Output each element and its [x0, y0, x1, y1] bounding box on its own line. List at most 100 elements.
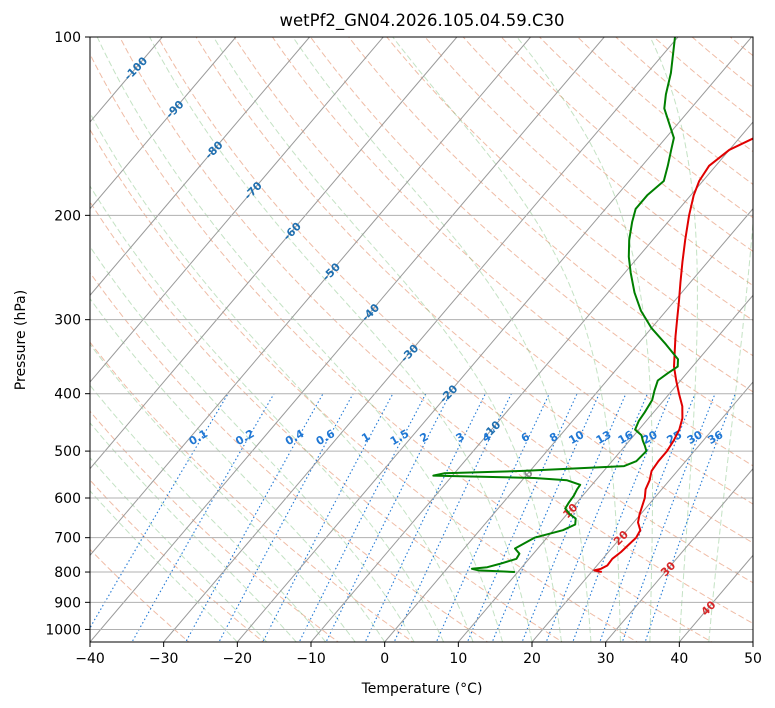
dry-adiabat	[90, 341, 414, 642]
y-tick-label: 200	[54, 208, 81, 224]
y-tick-label: 400	[54, 387, 81, 403]
mixing-ratio-label: 1.5	[388, 427, 411, 448]
dewpoint-profile	[432, 37, 679, 573]
y-tick-label: 100	[54, 30, 81, 46]
y-tick-label: 500	[54, 444, 81, 460]
dry-adiabat	[195, 37, 753, 544]
y-tick-label: 600	[54, 491, 81, 507]
mixing-ratio-label: 0.2	[233, 427, 256, 448]
dry-adiabat	[538, 37, 753, 219]
mixing-ratio-label: 36	[706, 428, 726, 447]
moist-adiabat	[90, 112, 474, 642]
dry-adiabat	[729, 37, 753, 57]
moist-adiabat	[90, 490, 238, 642]
isotherm-label: -100	[122, 54, 151, 83]
x-axis-title: Temperature (°C)	[361, 681, 483, 697]
dry-adiabat	[691, 37, 753, 88]
mixing-ratio-label: 16	[616, 428, 636, 447]
moist-adiabat	[90, 384, 327, 642]
x-tick-label: 0	[380, 651, 389, 667]
mixing-ratio-line	[491, 393, 600, 642]
y-tick-label: 900	[54, 595, 81, 611]
y-tick-label: 800	[54, 565, 81, 581]
isotherm-line	[678, 554, 753, 642]
isotherm-line	[90, 37, 458, 470]
mixing-ratio-label: 2	[418, 430, 431, 445]
dry-adiabat	[615, 37, 753, 153]
x-tick-label: 40	[670, 651, 688, 667]
x-tick-label: 50	[744, 651, 762, 667]
moist-adiabat	[649, 37, 698, 642]
isotherm-line	[531, 381, 753, 642]
isotherms	[90, 37, 753, 642]
chart-title: wetPf2_GN04.2026.105.04.59.C30	[280, 11, 565, 31]
x-tick-label: 20	[523, 651, 541, 667]
mixing-ratio-line	[572, 393, 672, 642]
moist-adiabat	[708, 216, 753, 642]
temperature-profile	[593, 137, 753, 573]
isotherm-line	[752, 641, 753, 642]
mixing-ratio-line	[185, 393, 324, 642]
mixing-ratio-line	[131, 393, 275, 642]
isotherm-line	[163, 37, 679, 642]
isotherm-line	[236, 37, 752, 642]
x-tick-label: −40	[75, 651, 105, 667]
isotherm-line	[310, 121, 753, 642]
moist-adiabat	[90, 457, 268, 642]
mixing-ratio-label: 30	[685, 428, 705, 447]
x-tick-label: 30	[597, 651, 615, 667]
mixing-ratio-line	[364, 393, 486, 642]
isotherm-line	[90, 37, 384, 383]
y-axis-title: Pressure (hPa)	[13, 290, 29, 390]
moist-adiabat	[96, 37, 503, 642]
y-axis: 100 200 300 400 500 600 700 800 900 1000	[45, 30, 90, 638]
dry-adiabat	[271, 37, 753, 467]
moist-adiabat	[213, 37, 562, 642]
x-tick-label: 10	[449, 651, 467, 667]
mixing-ratio-line	[218, 393, 354, 642]
dry-adiabat	[462, 37, 753, 287]
mixing-ratio-label: 3	[454, 430, 467, 445]
moist-adiabat	[516, 37, 653, 642]
dry-adiabat	[653, 37, 753, 120]
mixing-ratio-label: 0.6	[314, 427, 338, 448]
isotherm-line	[384, 207, 753, 642]
y-tick-label: 300	[54, 313, 81, 329]
moist-adiabat	[90, 245, 415, 642]
series-layer	[432, 37, 753, 573]
isotherm-line	[90, 37, 531, 557]
dry-adiabat	[233, 37, 753, 505]
mixing-ratio-label: 10	[567, 428, 587, 447]
moist-adiabat	[392, 37, 621, 642]
moist-adiabat	[90, 422, 297, 642]
dry-adiabat	[309, 37, 753, 430]
moist-adiabat	[90, 343, 356, 642]
moist-adiabats	[90, 37, 753, 642]
plot-frame	[89, 36, 754, 643]
mixing-ratio-line	[262, 393, 394, 642]
mixing-ratio-line	[545, 393, 649, 642]
mixing-ratio-line	[599, 393, 696, 642]
y-tick-label: 1000	[45, 622, 81, 638]
x-tick-label: −10	[296, 651, 326, 667]
x-tick-label: −20	[223, 651, 253, 667]
isotherm-line	[90, 37, 605, 642]
mixing-ratio-label: 1	[359, 430, 372, 445]
y-tick-label: 700	[54, 531, 81, 547]
dry-adiabat	[576, 37, 753, 185]
dry-adiabat	[157, 37, 753, 584]
mixing-ratio-label: 13	[594, 428, 614, 447]
dry-adiabat	[90, 410, 340, 642]
dry-adiabat	[90, 271, 489, 642]
isotherm-line	[457, 294, 753, 642]
mixing-ratio-line	[644, 393, 736, 642]
dry-adiabat	[348, 37, 753, 393]
dry-adiabat	[752, 24, 775, 645]
isotherm-line	[90, 37, 310, 297]
x-axis: −40 −30 −20 −10 0 10 20 30 40 50	[75, 642, 762, 667]
dry-adiabat	[90, 128, 639, 642]
mixing-ratio-line	[435, 393, 550, 642]
mixing-ratio-line	[90, 393, 229, 629]
moist-adiabat	[149, 37, 533, 642]
